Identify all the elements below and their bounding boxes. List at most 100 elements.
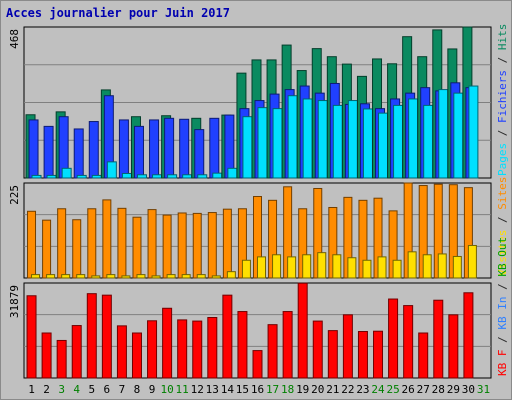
bar-fichiers-day-5 — [88, 121, 99, 179]
bar-fichiers-day-8 — [133, 125, 144, 179]
chart-panel-2: 225 Visites / Sites — [8, 177, 509, 279]
bar-pages-day-11 — [182, 174, 193, 179]
bar-visites-day-16 — [257, 256, 266, 279]
bar-kb-f-day-12 — [192, 320, 203, 379]
x-tick-label-day-10: 10 — [160, 383, 173, 396]
bar-fichiers-day-2 — [43, 125, 54, 179]
bar-kb-f-day-18 — [282, 311, 293, 379]
legend-item-5: KB Out — [496, 237, 509, 277]
bar-pages-day-15 — [242, 116, 253, 179]
bar-kb-f-day-25 — [388, 298, 399, 379]
bar-pages-day-4 — [76, 174, 87, 179]
bar-visites-day-22 — [347, 257, 357, 279]
x-tick-label-day-1: 1 — [28, 383, 35, 396]
bar-pages-day-6 — [106, 161, 117, 179]
bar-kb-f-day-7 — [116, 325, 127, 379]
bar-pages-day-2 — [46, 174, 57, 179]
bar-fichiers-day-7 — [118, 119, 129, 179]
legend-item-5: Hits — [496, 24, 509, 51]
bar-visites-day-24 — [377, 256, 387, 279]
bar-pages-day-1 — [31, 174, 42, 179]
x-tick-label-day-23: 23 — [356, 383, 369, 396]
bar-kb-f-day-15 — [237, 311, 248, 379]
bar-visites-day-20 — [317, 252, 327, 279]
bar-pages-day-24 — [378, 112, 389, 179]
x-tick-label-day-8: 8 — [134, 383, 141, 396]
bar-visites-day-21 — [332, 254, 342, 279]
legend-item-3: Fichiers — [496, 70, 509, 123]
bar-kb-f-day-6 — [101, 294, 112, 379]
bar-visites-day-14 — [226, 271, 236, 279]
bar-visites-day-17 — [272, 254, 282, 279]
chart-title: Acces journalier pour Juin 2017 — [6, 6, 230, 20]
bar-visites-day-6 — [106, 274, 116, 279]
x-tick-label-day-12: 12 — [191, 383, 204, 396]
bar-sites-day-8 — [132, 216, 142, 279]
y-max-label: 468 — [8, 29, 21, 49]
bar-visites-day-30 — [467, 244, 477, 279]
bar-sites-day-10 — [162, 214, 172, 279]
legend-item-4: / — [496, 50, 509, 70]
bar-kb-f-day-23 — [357, 331, 368, 379]
bar-visites-day-18 — [287, 256, 297, 279]
bar-sites-day-2 — [42, 219, 52, 279]
legend: Visites / Sites — [496, 177, 509, 276]
bar-pages-day-12 — [197, 174, 208, 179]
bar-pages-day-22 — [347, 100, 358, 179]
bar-visites-day-4 — [76, 274, 86, 279]
x-tick-label-day-28: 28 — [432, 383, 445, 396]
bar-pages-day-26 — [408, 98, 419, 179]
legend-item-1: Visites — [496, 230, 509, 276]
y-max-label: 31879 — [8, 285, 21, 318]
bar-kb-f-day-4 — [71, 325, 82, 379]
bar-sites-day-3 — [57, 208, 67, 279]
legend-item-4: / — [496, 277, 509, 297]
bar-kb-f-day-24 — [373, 330, 384, 379]
bar-visites-day-11 — [181, 274, 191, 279]
x-tick-label-day-24: 24 — [371, 383, 385, 396]
bar-visites-day-7 — [121, 275, 131, 279]
bar-sites-day-7 — [117, 207, 127, 279]
bar-kb-f-day-8 — [131, 332, 142, 379]
bar-kb-f-day-3 — [56, 339, 67, 379]
bar-pages-day-9 — [152, 174, 163, 179]
bar-sites-day-13 — [207, 212, 217, 279]
bar-kb-f-day-16 — [252, 350, 263, 379]
bar-visites-day-19 — [302, 254, 312, 279]
bar-kb-f-day-22 — [342, 314, 353, 379]
bar-visites-day-12 — [196, 274, 206, 279]
bar-sites-day-14 — [222, 208, 232, 279]
legend-item-2: / — [496, 123, 509, 143]
bar-kb-f-day-1 — [26, 295, 37, 379]
x-tick-label-day-19: 19 — [296, 383, 309, 396]
x-tick-label-day-25: 25 — [386, 383, 399, 396]
bar-sites-day-6 — [102, 199, 112, 279]
bar-kb-f-day-17 — [267, 324, 278, 379]
legend-item-3: Sites — [496, 177, 509, 210]
legend-item-3: KB In — [496, 297, 509, 330]
x-tick-label-day-31: 31 — [477, 383, 490, 396]
x-tick-label-day-26: 26 — [402, 383, 415, 396]
bar-kb-f-day-14 — [222, 294, 233, 379]
bar-pages-day-23 — [362, 108, 373, 179]
bar-kb-f-day-10 — [162, 307, 173, 379]
bar-fichiers-day-4 — [73, 128, 84, 179]
bar-visites-day-29 — [452, 255, 462, 279]
bar-visites-day-23 — [362, 259, 372, 279]
x-tick-label-day-4: 4 — [73, 383, 80, 396]
bar-visites-day-2 — [46, 274, 56, 279]
bar-kb-f-day-2 — [41, 332, 52, 379]
y-max-label: 225 — [8, 185, 21, 205]
legend: KB F / KB In / KB Out — [496, 237, 509, 376]
bar-visites-day-26 — [407, 251, 417, 279]
bar-sites-day-12 — [192, 212, 202, 279]
bar-pages-day-5 — [91, 174, 102, 179]
x-tick-label-day-3: 3 — [58, 383, 65, 396]
bar-pages-day-27 — [423, 104, 434, 179]
bar-fichiers-day-10 — [164, 117, 175, 179]
bar-fichiers-day-11 — [179, 118, 190, 179]
x-tick-label-day-17: 17 — [266, 383, 279, 396]
bar-kb-f-day-20 — [312, 320, 323, 379]
bar-kb-f-day-13 — [207, 317, 218, 379]
